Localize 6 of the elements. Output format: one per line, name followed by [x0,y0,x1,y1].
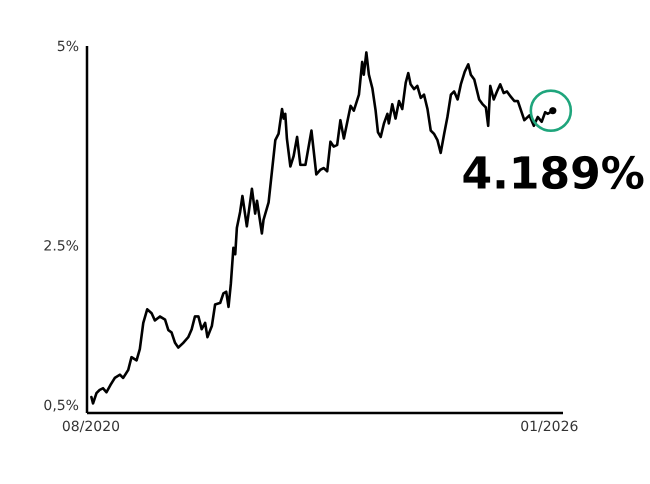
y-tick-label: 5% [56,38,79,55]
y-tick-label: 2.5% [43,238,79,254]
annotation: 4.189% [462,148,645,200]
x-tick-label: 08/2020 [62,418,120,435]
y-tick-label: 0,5% [43,398,79,414]
x-tick-label: 01/2026 [520,418,578,435]
